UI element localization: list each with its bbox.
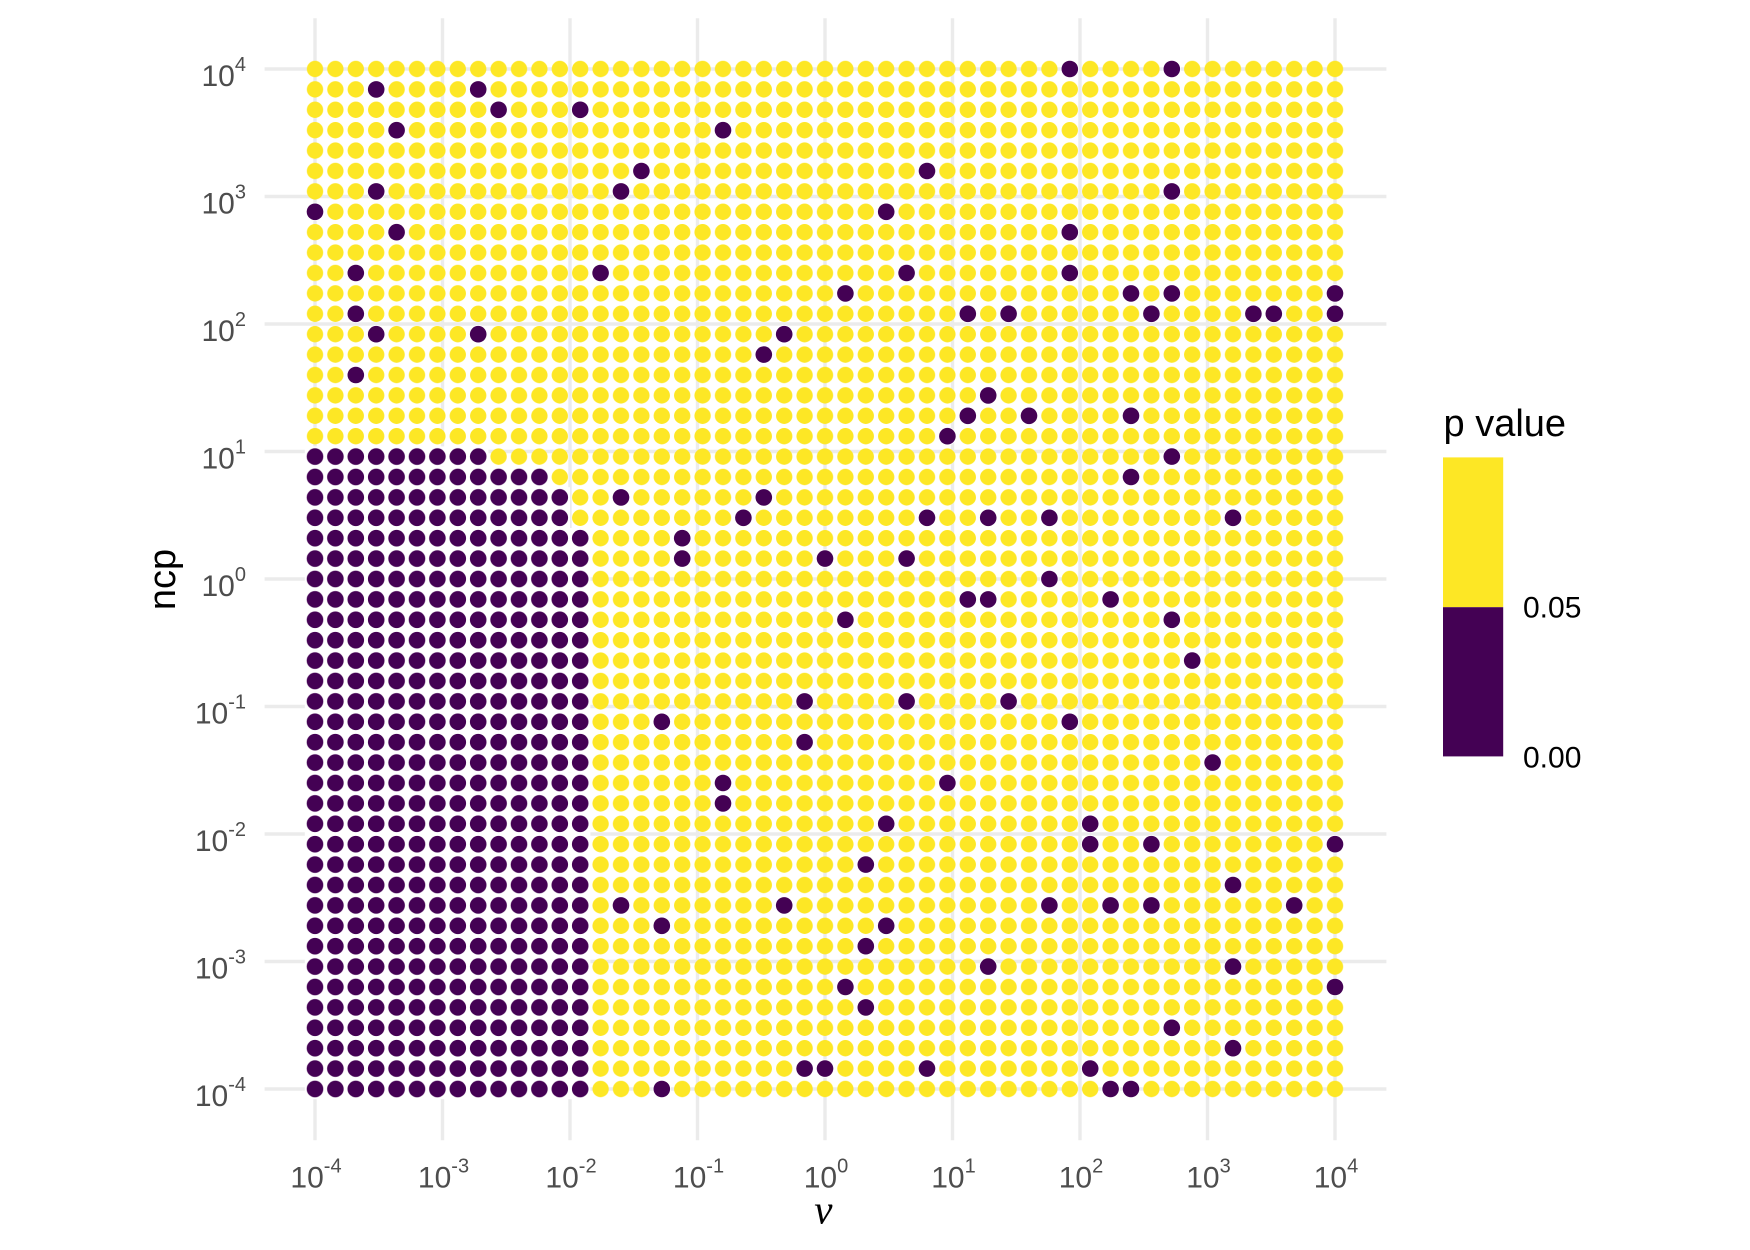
svg-text:p value: p value (1444, 403, 1567, 445)
svg-text:0.00: 0.00 (1523, 742, 1581, 775)
svg-text:ν: ν (814, 1187, 833, 1233)
svg-text:10-3: 10-3 (418, 1156, 469, 1195)
svg-text:ncp: ncp (142, 549, 184, 610)
svg-text:10-4: 10-4 (195, 1074, 246, 1113)
svg-text:0.05: 0.05 (1523, 592, 1581, 625)
svg-text:100: 100 (804, 1156, 849, 1195)
